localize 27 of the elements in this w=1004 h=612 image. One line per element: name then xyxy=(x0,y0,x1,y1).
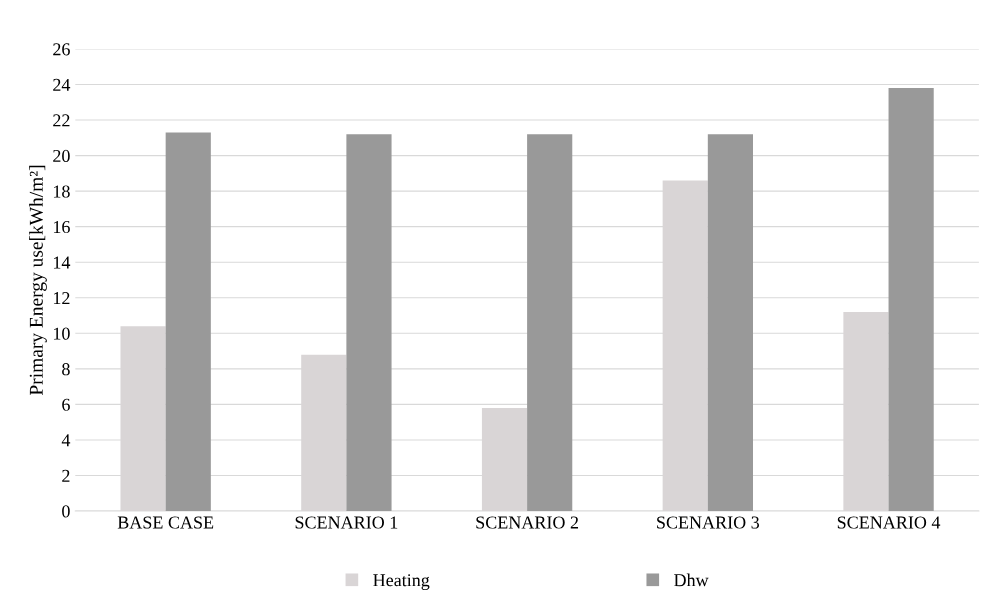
x-tick-label: SCENARIO 1 xyxy=(295,516,398,529)
y-tick-label: 16 xyxy=(53,220,70,234)
y-tick-label: 22 xyxy=(53,114,70,127)
x-tick-label: SCENARIO 2 xyxy=(476,516,579,529)
y-tick-label: 24 xyxy=(53,78,71,91)
bar xyxy=(165,132,211,512)
y-tick-label: 26 xyxy=(53,43,70,56)
y-tick-label: 12 xyxy=(53,292,70,305)
x-tick-label: BASE CASE xyxy=(117,516,214,529)
y-axis-title: Primary Energy use[kWh/m²] xyxy=(29,165,47,396)
y-tick-label: 14 xyxy=(53,256,71,269)
bar xyxy=(346,134,392,512)
y-tick-label: 6 xyxy=(62,398,70,411)
legend-label: Heating xyxy=(373,574,430,591)
x-tick-label: SCENARIO 4 xyxy=(837,516,941,529)
y-tick-label: 0 xyxy=(62,505,70,518)
bar xyxy=(888,88,934,512)
y-tick-label: 20 xyxy=(53,149,70,163)
y-tick-label: 10 xyxy=(53,327,70,340)
y-tick-label: 18 xyxy=(53,185,70,198)
x-tick-label: SCENARIO 3 xyxy=(657,516,760,529)
y-tick-label: 2 xyxy=(62,469,70,482)
y-tick-label: 4 xyxy=(61,434,71,447)
bar xyxy=(707,134,753,512)
y-tick-label: 8 xyxy=(62,363,70,376)
bar xyxy=(527,134,573,512)
legend-label: Dhw xyxy=(674,573,709,587)
